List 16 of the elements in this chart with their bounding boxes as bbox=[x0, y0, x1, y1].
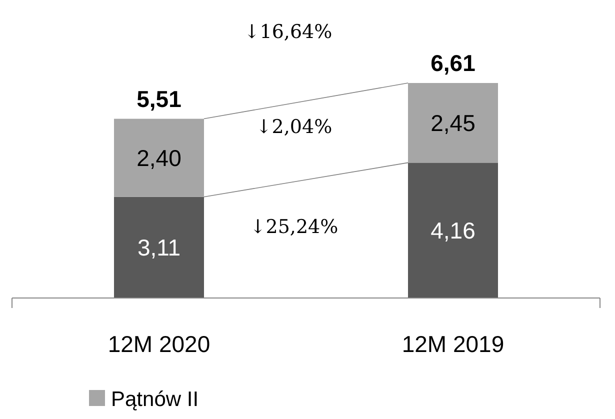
x-tick-label: 12M 2020 bbox=[108, 331, 210, 357]
x-tick-label: 12M 2019 bbox=[402, 331, 504, 357]
data-label: 3,11 bbox=[137, 234, 181, 260]
data-label: 2,45 bbox=[430, 110, 476, 136]
total-label: 6,61 bbox=[430, 50, 476, 76]
total-label: 5,51 bbox=[136, 86, 182, 112]
text: ↓16,64% bbox=[244, 21, 332, 43]
data-label: 4,16 bbox=[430, 217, 476, 244]
annotation: ↓25,24% bbox=[250, 216, 338, 238]
bar bbox=[408, 162, 498, 298]
bar bbox=[408, 83, 498, 163]
annotation: ↓2,04% bbox=[256, 116, 332, 138]
data-label: 2,40 bbox=[136, 144, 182, 171]
bar bbox=[114, 118, 204, 197]
legend-label: Pątnów II bbox=[111, 388, 199, 411]
bar bbox=[114, 196, 204, 298]
